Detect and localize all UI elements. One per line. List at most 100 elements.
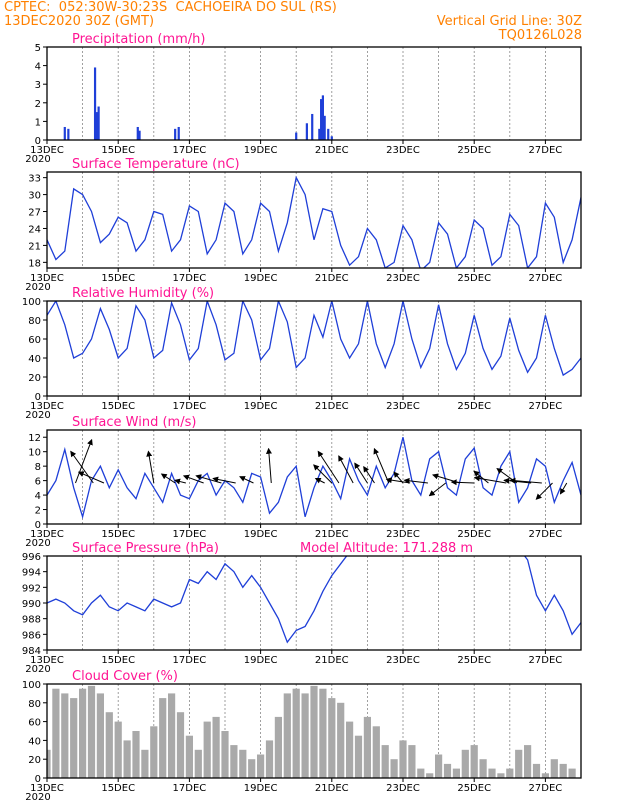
cloud-cover-bar <box>337 702 345 778</box>
x-tick-label: 19DEC <box>244 273 278 284</box>
cloud-cover-bar <box>257 754 265 778</box>
temperature-frame <box>46 171 582 269</box>
y-tick-label: 984 <box>22 646 41 657</box>
y-tick-label: 990 <box>22 599 41 610</box>
cloud-cover-bar <box>390 759 398 778</box>
header-grid-line: Vertical Grid Line: 30Z <box>436 14 582 29</box>
precipitation-bar <box>321 95 324 140</box>
wind-arrow <box>509 477 542 484</box>
x-year-label: 2020 <box>25 792 50 800</box>
y-tick-label: 20 <box>28 755 41 766</box>
cloud-cover-bar <box>381 745 389 778</box>
y-tick-label: 1 <box>35 117 41 128</box>
precipitation-bar <box>177 126 180 140</box>
cloud-cover-bar <box>159 698 167 778</box>
x-tick-label: 17DEC <box>173 273 207 284</box>
precipitation-title: Precipitation (mm/h) <box>72 32 205 47</box>
precipitation-bar <box>311 113 314 140</box>
x-tick-label: 19DEC <box>244 529 278 540</box>
y-tick-label: 27 <box>28 208 41 219</box>
x-tick-label: 25DEC <box>457 145 491 156</box>
cloud-cover-bar <box>168 693 176 778</box>
x-tick-label: 21DEC <box>315 273 349 284</box>
precipitation-panel: 0 1 2 3 4 5 13DEC 15DEC 17DEC 19DEC 21DEC 23DEC 25DE… <box>25 32 582 165</box>
wind-arrow <box>212 476 236 484</box>
x-tick-label: 19DEC <box>244 401 278 412</box>
y-tick-label: 0 <box>35 774 41 785</box>
cloud-cover-frame <box>46 683 582 779</box>
wind-arrow <box>146 450 155 484</box>
y-tick-label: 40 <box>28 736 41 747</box>
y-tick-label: 18 <box>28 258 41 269</box>
x-tick-label: 21DEC <box>315 529 349 540</box>
y-tick-label: 30 <box>28 191 41 202</box>
cloud-cover-bar <box>532 763 541 778</box>
x-tick-label: 23DEC <box>386 783 420 794</box>
y-tick-label: 33 <box>28 174 41 185</box>
cloud-cover-bar <box>319 688 327 778</box>
y-tick-label: 0 <box>35 392 41 403</box>
temperature-panel: 18 21 24 27 30 33 13DEC 15DEC 17DEC 19DEC 21DEC 23D… <box>25 157 582 293</box>
y-tick-label: 4 <box>35 62 41 73</box>
x-tick-label: 17DEC <box>173 401 207 412</box>
cloud-cover-bar <box>328 698 336 778</box>
x-tick-label: 25DEC <box>457 529 491 540</box>
cloud-cover-bar <box>426 773 434 778</box>
x-tick-label: 23DEC <box>386 529 420 540</box>
cloud-cover-bar <box>105 712 113 778</box>
y-tick-label: 994 <box>22 568 41 579</box>
x-tick-label: 21DEC <box>315 145 349 156</box>
x-tick-label: 17DEC <box>173 783 207 794</box>
header-model-id: TQ0126L028 <box>498 28 582 43</box>
header-station: CPTEC: 052:30W-30:23S CACHOEIRA DO SUL (… <box>4 0 337 15</box>
x-tick-label: 17DEC <box>173 145 207 156</box>
x-tick-label: 21DEC <box>315 655 349 666</box>
x-tick-label: 23DEC <box>386 273 420 284</box>
precipitation-bar <box>174 128 177 140</box>
x-tick-label: 25DEC <box>457 655 491 666</box>
wind-arrow <box>535 482 553 500</box>
y-tick-label: 100 <box>22 297 41 308</box>
x-tick-label: 13DEC <box>30 529 64 540</box>
cloud-cover-bar <box>479 759 487 778</box>
x-tick-label: 21DEC <box>315 783 349 794</box>
precipitation-bar <box>63 126 66 140</box>
y-tick-label: 5 <box>35 43 41 54</box>
y-tick-label: 60 <box>28 335 41 346</box>
x-tick-label: 13DEC <box>30 655 64 666</box>
cloud-cover-bar <box>52 688 60 778</box>
x-year-label: 2020 <box>25 282 50 293</box>
temperature-title: Surface Temperature (nC) <box>72 157 240 172</box>
cloud-cover-bar <box>114 721 122 778</box>
x-tick-label: 27DEC <box>529 145 563 156</box>
cloud-cover-bar <box>354 735 363 778</box>
x-tick-label: 15DEC <box>101 783 135 794</box>
cloud-cover-bar <box>372 726 380 778</box>
y-tick-label: 80 <box>28 699 41 710</box>
pressure-panel: 984 986 988 990 992 994 996 13DEC 15DEC 17DEC 19DE… <box>22 541 582 675</box>
x-tick-label: 15DEC <box>101 529 135 540</box>
wind-arrow <box>77 471 105 484</box>
y-tick-label: 996 <box>22 552 41 563</box>
y-tick-label: 0 <box>35 136 41 147</box>
y-tick-label: 20 <box>28 373 41 384</box>
x-tick-label: 19DEC <box>244 655 278 666</box>
y-tick-label: 24 <box>28 224 41 235</box>
cloud-cover-bar <box>274 716 282 778</box>
wind-arrow <box>503 477 532 484</box>
precipitation-frame <box>46 46 582 141</box>
wind-arrow <box>174 478 186 485</box>
x-tick-label: 27DEC <box>529 783 563 794</box>
precipitation-bar <box>318 128 321 140</box>
cloud-cover-bar <box>212 716 220 778</box>
x-tick-label: 13DEC <box>30 145 64 156</box>
cloud-cover-bar <box>47 749 51 778</box>
cloud-cover-bar <box>550 759 558 778</box>
cloud-cover-bar <box>488 768 496 778</box>
cloud-cover-bar <box>123 740 131 778</box>
x-tick-label: 23DEC <box>386 655 420 666</box>
header-date: 13DEC2020 30Z (GMT) <box>4 14 155 29</box>
cloud-cover-bar <box>435 754 443 778</box>
y-tick-label: 80 <box>28 316 41 327</box>
